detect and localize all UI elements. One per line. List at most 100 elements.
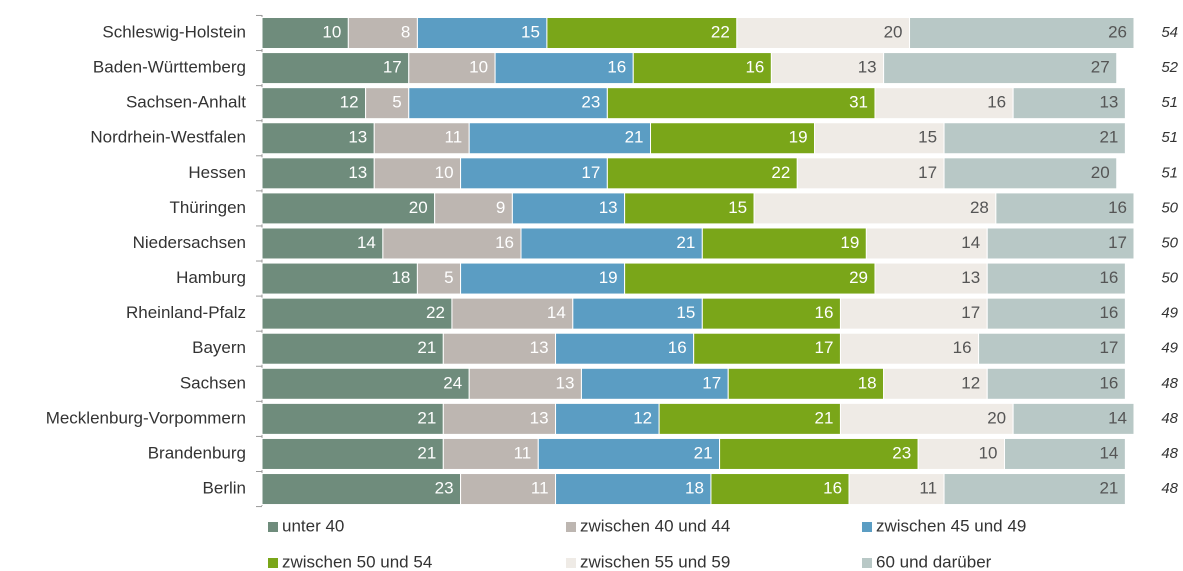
data-label: 12: [961, 373, 980, 392]
side-value: 50: [1161, 234, 1178, 251]
bar-segment: [632, 52, 772, 85]
y-tick-label: Nordrhein-Westfalen: [90, 128, 246, 147]
data-label: 13: [530, 408, 549, 427]
bar-segment: [408, 52, 496, 85]
y-tick-label: Bayern: [192, 338, 246, 357]
data-label: 17: [702, 373, 721, 392]
legend-swatch: [862, 522, 872, 532]
bar-segment: [736, 17, 911, 49]
legend-label: zwischen 55 und 59: [580, 552, 730, 571]
bar-segment: [261, 52, 410, 85]
bar-segment: [943, 473, 1126, 506]
data-label: 13: [530, 338, 549, 357]
bar-segment: [943, 157, 1118, 190]
data-label: 19: [599, 268, 618, 287]
side-value: 48: [1161, 445, 1178, 462]
data-label: 14: [1108, 408, 1127, 427]
bar-segment: [874, 262, 988, 295]
data-label: 23: [892, 443, 911, 462]
data-label: 21: [417, 408, 436, 427]
legend-label: zwischen 40 und 44: [580, 516, 730, 535]
bar-segment: [382, 227, 522, 260]
bar-segment: [606, 87, 876, 120]
side-value: 49: [1161, 305, 1178, 322]
y-tick-label: Berlin: [203, 479, 246, 498]
bar-segment: [546, 17, 738, 49]
y-tick-label: Niedersachsen: [133, 233, 246, 252]
bar-segment: [468, 122, 652, 155]
y-tick-label: Rheinland-Pfalz: [126, 303, 246, 322]
side-value: 51: [1161, 129, 1178, 146]
bar-segment: [727, 367, 885, 400]
data-label: 5: [444, 268, 453, 287]
bar-segment: [261, 473, 462, 506]
bar-segment: [442, 402, 557, 435]
side-value: 52: [1161, 59, 1178, 76]
data-label: 17: [1099, 338, 1118, 357]
bar-segment: [373, 157, 462, 190]
data-label: 31: [849, 93, 868, 112]
legend-label: zwischen 45 und 49: [876, 516, 1026, 535]
bar-segment: [658, 402, 841, 435]
bar-segment: [347, 17, 418, 49]
data-label: 13: [1099, 93, 1118, 112]
legend-swatch: [268, 558, 278, 568]
data-label: 14: [357, 233, 376, 252]
data-label: 18: [391, 268, 410, 287]
bar-segment: [719, 437, 919, 470]
bar-segment: [434, 192, 513, 225]
bar-segment: [520, 227, 703, 260]
data-label: 10: [469, 58, 488, 77]
data-label: 17: [383, 58, 402, 77]
data-label: 11: [445, 128, 463, 147]
bar-segment: [624, 192, 755, 225]
data-label: 21: [1099, 128, 1118, 147]
data-label: 16: [668, 338, 687, 357]
data-label: 23: [581, 93, 600, 112]
bar-segment: [408, 87, 608, 120]
bar-segment: [261, 262, 418, 295]
data-label: 13: [858, 58, 877, 77]
bar-segment: [839, 402, 1014, 435]
data-label: 16: [745, 58, 764, 77]
legend-label: zwischen 50 und 54: [282, 552, 432, 571]
y-tick-label: Hamburg: [176, 268, 246, 287]
data-label: 20: [409, 198, 428, 217]
bar-segment: [261, 437, 444, 470]
data-label: 16: [607, 58, 626, 77]
data-label: 27: [1091, 58, 1110, 77]
bar-segment: [986, 367, 1126, 400]
data-label: 17: [1108, 233, 1127, 252]
data-label: 9: [496, 198, 505, 217]
bar-segment: [606, 157, 798, 190]
data-label: 16: [953, 338, 972, 357]
data-label: 22: [426, 303, 445, 322]
data-label: 21: [417, 443, 436, 462]
data-label: 15: [918, 128, 937, 147]
bar-segment: [555, 332, 695, 365]
bar-segment: [460, 473, 557, 506]
side-value: 51: [1161, 164, 1178, 181]
bar-segment: [883, 52, 1118, 85]
data-label: 21: [1099, 479, 1118, 498]
bar-segment: [261, 122, 375, 155]
legend-swatch: [566, 522, 576, 532]
bar-segment: [693, 332, 841, 365]
bar-segment: [460, 262, 626, 295]
data-label: 21: [417, 338, 436, 357]
bar-segment: [537, 437, 721, 470]
bar-segment: [839, 297, 988, 330]
bar-segment: [261, 17, 349, 49]
bar-segment: [261, 332, 444, 365]
bar-segment: [624, 262, 876, 295]
data-label: 22: [771, 163, 790, 182]
data-label: 15: [521, 22, 540, 41]
bar-segment: [753, 192, 997, 225]
legend-swatch: [862, 558, 872, 568]
side-value: 50: [1161, 270, 1178, 287]
bar-segment: [416, 17, 548, 49]
data-label: 16: [987, 93, 1006, 112]
data-label: 22: [711, 22, 730, 41]
data-label: 19: [789, 128, 808, 147]
